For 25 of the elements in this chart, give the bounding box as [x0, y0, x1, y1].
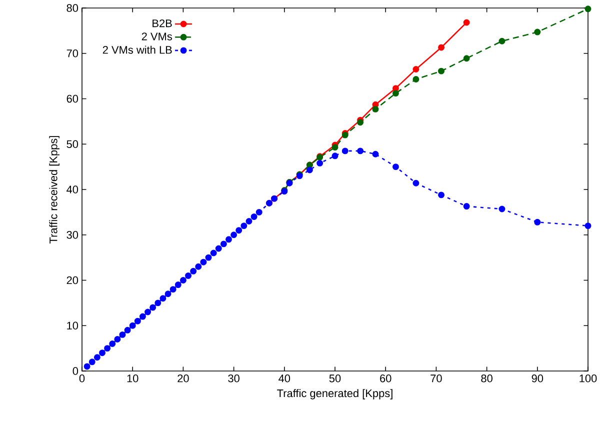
x-tick-label: 30 — [228, 374, 240, 382]
x-tick-label: 60 — [380, 374, 392, 382]
legend-label: B2B — [152, 19, 172, 28]
y-tick-label: 30 — [66, 231, 78, 239]
x-tick-label: 10 — [127, 374, 138, 382]
x-tick-label: 40 — [278, 374, 290, 382]
x-tick-label: 100 — [580, 374, 597, 382]
y-axis-title: Traffic received [Kpps] — [49, 136, 60, 244]
x-tick-label: 80 — [481, 374, 492, 382]
legend-label: 2 VMs with LB — [102, 46, 172, 54]
y-tick-label: 50 — [66, 140, 78, 148]
x-axis-title: Traffic generated [Kpps] — [277, 389, 392, 400]
x-tick-label: 70 — [430, 374, 442, 382]
y-tick-label: 10 — [67, 322, 78, 330]
x-tick-label: 20 — [178, 374, 189, 382]
y-tick-label: 0 — [72, 367, 78, 375]
y-tick-label: 20 — [66, 276, 78, 284]
y-tick-label: 60 — [66, 94, 78, 103]
y-tick-label: 80 — [66, 4, 78, 12]
y-tick-label: 40 — [66, 186, 78, 194]
x-tick-label: 90 — [532, 374, 544, 382]
y-tick-label: 70 — [66, 50, 78, 58]
x-tick-label: 50 — [329, 374, 341, 382]
legend-label: 2 VMs — [142, 32, 172, 40]
x-tick-label: 0 — [79, 374, 85, 382]
